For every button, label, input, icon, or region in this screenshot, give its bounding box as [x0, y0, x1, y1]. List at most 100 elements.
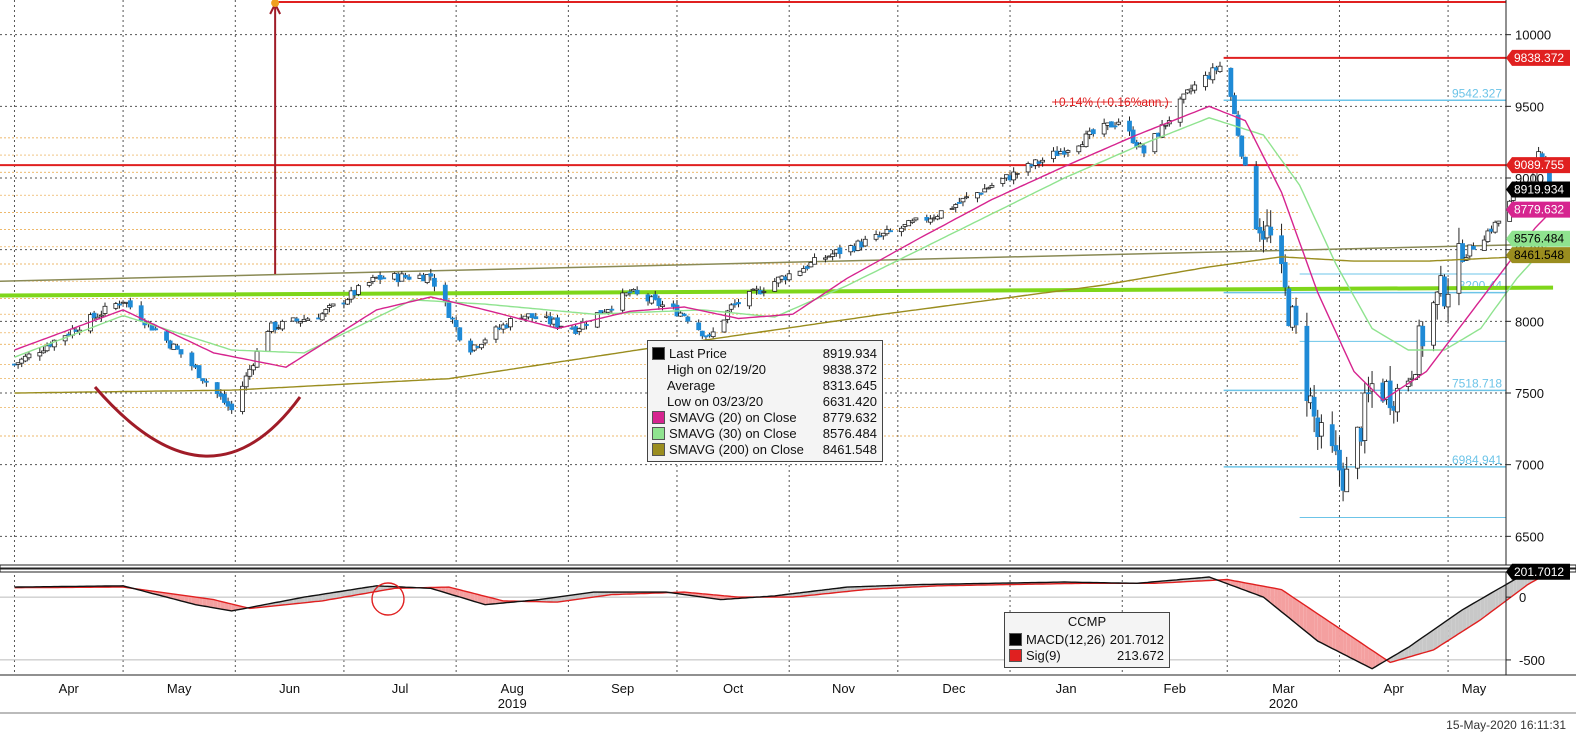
candle-body	[229, 403, 235, 411]
macd-histogram-fill	[1285, 592, 1289, 618]
candle-body	[978, 192, 984, 195]
macd-histogram-fill	[224, 602, 229, 611]
candle-body	[1337, 449, 1342, 471]
legend-swatch	[652, 410, 665, 424]
candle-body	[956, 202, 962, 204]
candle-body	[22, 355, 28, 362]
legend-label: Last Price	[669, 345, 727, 361]
candle-body	[1431, 302, 1436, 346]
candle-body	[37, 352, 43, 357]
macd-histogram-fill	[492, 598, 496, 604]
candle-body	[1235, 114, 1241, 136]
legend-swatch	[652, 346, 665, 360]
macd-histogram-fill	[369, 586, 373, 593]
candle-body	[403, 274, 408, 278]
candle-body	[1442, 276, 1447, 307]
macd-histogram-fill	[1368, 647, 1373, 669]
fib-label: 9542.327	[1452, 86, 1502, 100]
candle-body	[1011, 171, 1017, 181]
macd-histogram-fill	[1411, 642, 1416, 657]
macd-histogram-fill	[1462, 607, 1467, 632]
x-tick-label: Aug	[501, 681, 524, 696]
macd-histogram-fill	[380, 585, 384, 591]
macd-histogram-fill	[579, 593, 583, 600]
macd-histogram-fill	[228, 603, 232, 611]
y-tick-label: 7500	[1515, 386, 1544, 401]
macd-histogram-fill	[1502, 584, 1506, 604]
macd-legend-title: CCMP	[1067, 614, 1107, 629]
macd-histogram-fill	[191, 596, 196, 605]
candle-body	[1456, 243, 1462, 294]
macd-y-tick-label: 0	[1519, 590, 1526, 605]
fib-label: 7518.718	[1452, 376, 1502, 390]
candle-body	[837, 247, 843, 255]
legend-value: 213.672	[1117, 647, 1164, 663]
price-tag: 9838.372	[1506, 49, 1570, 66]
macd-histogram-fill	[463, 590, 468, 600]
macd-histogram-fill	[1426, 632, 1430, 652]
macd-histogram-fill	[459, 589, 464, 599]
macd-histogram-fill	[571, 594, 576, 601]
candle-body	[1228, 67, 1234, 97]
macd-histogram-fill	[206, 598, 210, 608]
macd-histogram-fill	[1444, 619, 1449, 643]
macd-histogram-fill	[1487, 592, 1492, 615]
candle-body	[804, 266, 810, 269]
candle-body	[153, 328, 159, 331]
candle-body	[772, 281, 778, 292]
macd-histogram-fill	[550, 597, 554, 603]
y-tick-label: 10000	[1515, 28, 1551, 43]
candle-body	[627, 291, 633, 294]
legend-swatch	[652, 442, 665, 456]
candle-body	[823, 257, 828, 260]
candle-body	[482, 339, 488, 344]
macd-histogram-fill	[1491, 590, 1496, 612]
candle-body	[1000, 177, 1006, 184]
price-tag-bg	[1506, 230, 1570, 247]
macd-histogram-fill	[586, 592, 591, 599]
macd-histogram-fill	[1401, 649, 1405, 660]
macd-histogram-fill	[1473, 601, 1478, 625]
macd-histogram-fill	[1422, 634, 1427, 654]
candle-body	[1217, 65, 1223, 73]
candle-body	[761, 291, 767, 293]
macd-histogram-fill	[1415, 639, 1420, 656]
candle-body	[652, 294, 658, 300]
macd-histogram-fill	[289, 599, 294, 605]
macd-histogram-fill	[1375, 652, 1380, 667]
candle-body	[442, 284, 448, 303]
macd-histogram-fill	[818, 590, 822, 595]
legend-value: 6631.420	[822, 393, 877, 409]
candle-body	[508, 318, 513, 328]
macd-histogram-fill	[1495, 588, 1499, 609]
candle-body	[985, 187, 991, 190]
candle-body	[1232, 95, 1237, 115]
macd-histogram-fill	[184, 595, 189, 603]
y-tick-label: 9500	[1515, 99, 1544, 114]
macd-histogram-fill	[575, 594, 580, 600]
candle-body	[1253, 166, 1259, 230]
candle-body	[1112, 125, 1118, 128]
macd-histogram-fill	[553, 597, 558, 603]
candle-body	[620, 292, 626, 311]
macd-histogram-fill	[1480, 597, 1485, 620]
legend-label: SMAVG (200) on Close	[669, 441, 804, 457]
macd-histogram-fill	[1353, 638, 1358, 662]
candle-body	[584, 324, 589, 326]
candle-body	[609, 308, 615, 311]
macd-histogram-fill	[1303, 604, 1307, 633]
candle-body	[533, 316, 539, 320]
candle-body	[1333, 445, 1339, 452]
macd-histogram-fill	[564, 595, 569, 602]
macd-histogram-fill	[582, 593, 587, 599]
candle-body	[479, 343, 484, 349]
macd-histogram-fill	[814, 590, 819, 595]
price-legend: Last Price 8919.934 High on 02/19/20 9838.3…	[647, 340, 883, 462]
candle-body	[710, 331, 716, 338]
macd-histogram-fill	[358, 588, 363, 595]
candle-body	[1460, 243, 1465, 262]
candle-body	[381, 277, 387, 280]
candle-body	[51, 339, 57, 348]
candle-body	[754, 288, 760, 291]
price-tag-bg	[1506, 181, 1570, 198]
